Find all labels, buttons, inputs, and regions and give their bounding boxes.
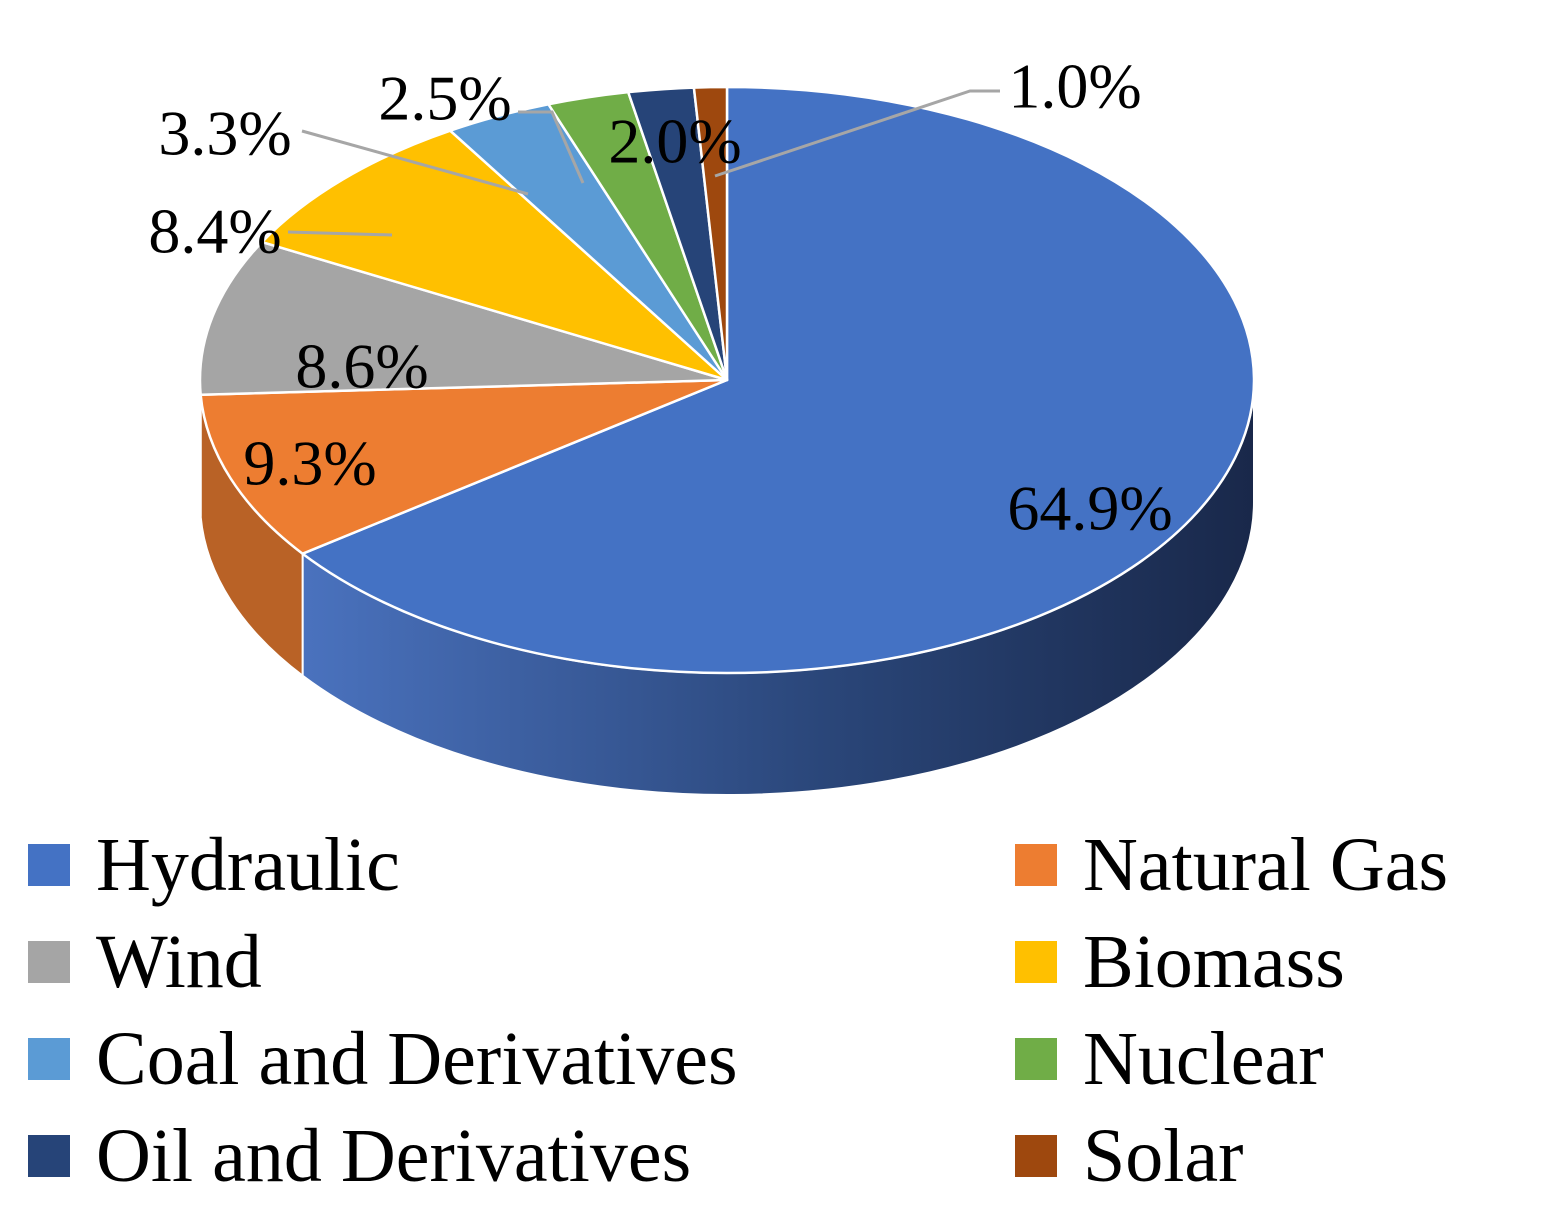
pie-slice-natural-gas bbox=[199, 378, 729, 555]
legend-label: Coal and Derivatives bbox=[96, 1017, 738, 1101]
data-label-natural-gas: 9.3% bbox=[243, 428, 376, 499]
legend-label: Biomass bbox=[1083, 920, 1345, 1004]
data-label-oil-and-derivatives: 2.0% bbox=[608, 106, 741, 177]
legend-swatch bbox=[1015, 844, 1057, 886]
leader-line-biomass bbox=[287, 230, 393, 237]
legend-label: Nuclear bbox=[1083, 1017, 1324, 1101]
leader-line-coal-and-derivatives bbox=[301, 129, 529, 196]
legend-item-wind: Wind bbox=[28, 912, 262, 1012]
pie-slice-hydraulic bbox=[301, 85, 1256, 675]
legend-swatch bbox=[28, 1038, 70, 1080]
legend-item-biomass: Biomass bbox=[1015, 912, 1345, 1012]
legend-item-coal-and-derivatives: Coal and Derivatives bbox=[28, 1009, 738, 1109]
pie-slice-solar bbox=[692, 85, 729, 382]
legend-item-hydraulic: Hydraulic bbox=[28, 815, 400, 915]
leader-line-solar bbox=[714, 89, 1000, 178]
leader-line-nuclear bbox=[518, 110, 585, 184]
data-label-biomass: 8.4% bbox=[148, 196, 281, 267]
legend-label: Oil and Derivatives bbox=[96, 1114, 692, 1198]
legend-item-natural-gas: Natural Gas bbox=[1015, 815, 1448, 915]
legend-item-solar: Solar bbox=[1015, 1106, 1243, 1206]
data-label-nuclear: 2.5% bbox=[378, 63, 511, 134]
legend-swatch bbox=[28, 941, 70, 983]
legend-item-nuclear: Nuclear bbox=[1015, 1009, 1324, 1109]
data-label-coal-and-derivatives: 3.3% bbox=[158, 98, 291, 169]
pie-top-layer bbox=[198, 85, 1256, 675]
pie-slice-wind bbox=[198, 240, 729, 396]
legend-label: Hydraulic bbox=[96, 823, 400, 907]
legend-label: Solar bbox=[1083, 1114, 1244, 1198]
data-labels: 64.9% 9.3% 8.6%8.4% 3.3% 2.5% 2.0% 1.0% bbox=[148, 51, 1172, 544]
legend: Hydraulic Natural Gas Wind Biomass Coal and … bbox=[0, 815, 1542, 1205]
legend-label: Natural Gas bbox=[1083, 823, 1449, 907]
legend-label: Wind bbox=[96, 920, 262, 1004]
legend-swatch bbox=[28, 1135, 70, 1177]
legend-item-oil-and-derivatives: Oil and Derivatives bbox=[28, 1106, 691, 1206]
data-label-wind: 8.6% bbox=[295, 331, 428, 402]
legend-swatch bbox=[1015, 1135, 1057, 1177]
pie-slice-biomass bbox=[260, 129, 729, 382]
leader-lines bbox=[287, 89, 1000, 237]
legend-swatch bbox=[1015, 1038, 1057, 1080]
data-label-hydraulic: 64.9% bbox=[1007, 473, 1172, 544]
legend-swatch bbox=[28, 844, 70, 886]
data-label-solar: 1.0% bbox=[1008, 51, 1141, 122]
legend-swatch bbox=[1015, 941, 1057, 983]
